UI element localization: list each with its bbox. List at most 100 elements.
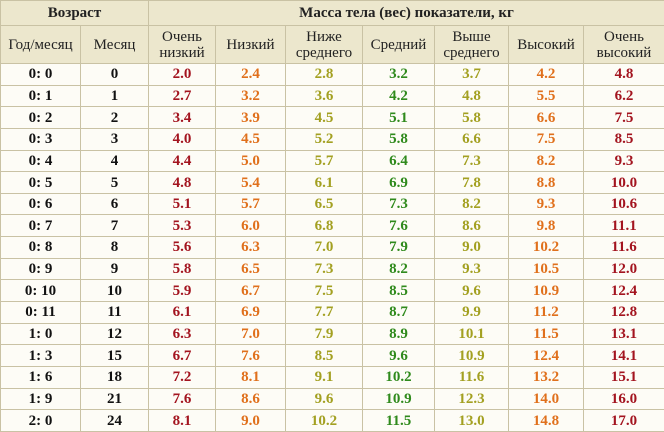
- weight-cell: 4.8: [148, 171, 216, 194]
- weight-cell: 7.5: [508, 127, 584, 151]
- age-cell: 15: [80, 344, 149, 367]
- weight-cell: 11.6: [434, 365, 509, 389]
- header-row: Год/месяц Месяц Очень низкий Низкий Ниже сре…: [0, 25, 664, 64]
- weight-cell: 6.9: [215, 301, 286, 324]
- weight-cell: 9.6: [434, 279, 509, 303]
- weight-cell: 6.5: [285, 192, 363, 216]
- age-cell: 0: 0: [0, 63, 81, 86]
- weight-cell: 15.1: [583, 365, 664, 389]
- weight-cell: 14.0: [508, 387, 584, 411]
- weight-cell: 8.9: [362, 322, 435, 346]
- weight-cell: 2.4: [215, 63, 286, 86]
- weight-cell: 7.6: [215, 344, 286, 367]
- table-row: 0: 0 0 2.0 2.4 2.8 3.2 3.7 4.2 4.8: [0, 63, 664, 86]
- weight-cell: 5.2: [285, 127, 363, 151]
- table-row: 0: 6 6 5.1 5.7 6.5 7.3 8.2 9.3 10.6: [0, 192, 664, 216]
- age-cell: 12: [80, 322, 149, 346]
- weight-cell: 6.4: [362, 149, 435, 173]
- weight-cell: 10.9: [362, 387, 435, 411]
- age-cell: 24: [80, 409, 149, 432]
- weight-cell: 11.6: [583, 236, 664, 259]
- weight-cell: 7.9: [362, 236, 435, 259]
- column-header: Средний: [362, 25, 435, 64]
- weight-cell: 4.4: [148, 149, 216, 173]
- table-row: 0: 7 7 5.3 6.0 6.8 7.6 8.6 9.8 11.1: [0, 214, 664, 238]
- weight-cell: 10.5: [508, 257, 584, 281]
- weight-cell: 5.5: [508, 84, 584, 108]
- weight-cell: 4.5: [285, 106, 363, 129]
- weight-cell: 7.2: [148, 365, 216, 389]
- weight-cell: 6.3: [215, 236, 286, 259]
- weight-cell: 7.6: [148, 387, 216, 411]
- age-cell: 0: 11: [0, 301, 81, 324]
- age-cell: 1: 3: [0, 344, 81, 367]
- table-row: 1: 0 12 6.3 7.0 7.9 8.9 10.1 11.5 13.1: [0, 322, 664, 346]
- weight-cell: 6.9: [362, 171, 435, 194]
- weight-cell: 7.3: [362, 192, 435, 216]
- weight-cell: 9.0: [215, 409, 286, 432]
- age-cell: 0: 5: [0, 171, 81, 194]
- weight-cell: 7.3: [285, 257, 363, 281]
- table-row: 1: 9 21 7.6 8.6 9.6 10.9 12.3 14.0 16.0: [0, 387, 664, 411]
- weight-cell: 6.5: [215, 257, 286, 281]
- weight-cell: 3.2: [362, 63, 435, 86]
- weight-cell: 5.7: [285, 149, 363, 173]
- table-row: 1: 6 18 7.2 8.1 9.1 10.2 11.6 13.2 15.1: [0, 365, 664, 389]
- weight-cell: 11.2: [508, 301, 584, 324]
- weight-cell: 8.5: [285, 344, 363, 367]
- weight-cell: 10.6: [583, 192, 664, 216]
- column-header: Год/месяц: [0, 25, 81, 64]
- table-row: 0: 8 8 5.6 6.3 7.0 7.9 9.0 10.2 11.6: [0, 236, 664, 259]
- weight-cell: 4.8: [434, 84, 509, 108]
- weight-cell: 7.6: [362, 214, 435, 238]
- age-cell: 7: [80, 214, 149, 238]
- group-header: Возраст: [0, 0, 149, 26]
- weight-cell: 9.6: [362, 344, 435, 367]
- table-row: 0: 10 10 5.9 6.7 7.5 8.5 9.6 10.9 12.4: [0, 279, 664, 303]
- weight-cell: 16.0: [583, 387, 664, 411]
- age-cell: 0: 9: [0, 257, 81, 281]
- weight-cell: 5.6: [148, 236, 216, 259]
- weight-cell: 5.4: [215, 171, 286, 194]
- weight-cell: 12.0: [583, 257, 664, 281]
- age-cell: 0: 6: [0, 192, 81, 216]
- weight-cell: 10.2: [508, 236, 584, 259]
- column-header: Низкий: [215, 25, 286, 64]
- weight-cell: 5.8: [434, 106, 509, 129]
- column-header: Ниже среднего: [285, 25, 363, 64]
- weight-cell: 2.7: [148, 84, 216, 108]
- weight-cell: 3.9: [215, 106, 286, 129]
- age-cell: 0: 8: [0, 236, 81, 259]
- weight-cell: 12.8: [583, 301, 664, 324]
- age-cell: 8: [80, 236, 149, 259]
- weight-cell: 8.1: [148, 409, 216, 432]
- weight-cell: 8.6: [215, 387, 286, 411]
- age-cell: 2: 0: [0, 409, 81, 432]
- table-row: 1: 3 15 6.7 7.6 8.5 9.6 10.9 12.4 14.1: [0, 344, 664, 367]
- weight-cell: 5.0: [215, 149, 286, 173]
- weight-cell: 14.8: [508, 409, 584, 432]
- age-cell: 18: [80, 365, 149, 389]
- weight-cell: 7.5: [285, 279, 363, 303]
- weight-cell: 10.0: [583, 171, 664, 194]
- age-cell: 0: 7: [0, 214, 81, 238]
- table-row: 0: 2 2 3.4 3.9 4.5 5.1 5.8 6.6 7.5: [0, 106, 664, 129]
- age-cell: 3: [80, 127, 149, 151]
- weight-cell: 5.3: [148, 214, 216, 238]
- table-row: 0: 3 3 4.0 4.5 5.2 5.8 6.6 7.5 8.5: [0, 127, 664, 151]
- age-cell: 6: [80, 192, 149, 216]
- weight-cell: 8.2: [434, 192, 509, 216]
- weight-cell: 10.1: [434, 322, 509, 346]
- group-header-row: Возраст Масса тела (вес) показатели, кг: [0, 0, 664, 26]
- weight-cell: 14.1: [583, 344, 664, 367]
- weight-cell: 3.2: [215, 84, 286, 108]
- weight-cell: 9.3: [434, 257, 509, 281]
- weight-cell: 10.2: [362, 365, 435, 389]
- weight-cell: 9.9: [434, 301, 509, 324]
- weight-cell: 8.5: [583, 127, 664, 151]
- age-cell: 10: [80, 279, 149, 303]
- weight-cell: 5.9: [148, 279, 216, 303]
- age-cell: 5: [80, 171, 149, 194]
